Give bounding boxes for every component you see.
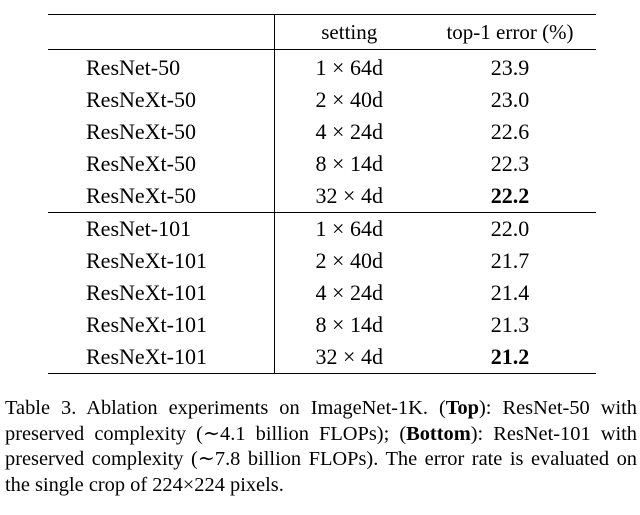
cell-error: 21.3 <box>490 312 530 337</box>
cell-model: ResNet-101 <box>48 212 275 245</box>
header-row: setting top-1 error (%) <box>48 14 596 50</box>
cell-setting: 8 × 14d <box>315 312 383 337</box>
caption-top-label: Top <box>445 397 480 419</box>
cell-error: 22.3 <box>490 151 530 176</box>
cell-setting: 32 × 4d <box>315 183 383 208</box>
cell-setting: 1 × 64d <box>274 212 424 245</box>
table-group-top: ResNet-50 1 × 64d 23.9 ResNeXt-50 2 × 40… <box>48 49 596 213</box>
table-header: setting top-1 error (%) <box>48 14 596 50</box>
table-row: ResNet-50 1 × 64d 23.9 <box>48 49 596 84</box>
table-row: ResNeXt-50 4 × 24d 22.6 <box>48 116 596 148</box>
cell-model: ResNeXt-50 <box>48 148 275 180</box>
cell-error: 21.7 <box>490 248 530 273</box>
cell-model: ResNet-50 <box>48 49 275 84</box>
table-row: ResNeXt-101 2 × 40d 21.7 <box>48 245 596 277</box>
cell-error: 22.0 <box>424 212 596 245</box>
cell-model: ResNeXt-50 <box>48 180 275 213</box>
table-row: ResNeXt-50 32 × 4d 22.2 <box>48 180 596 213</box>
cell-model: ResNeXt-101 <box>48 341 275 374</box>
table-row: ResNeXt-101 4 × 24d 21.4 <box>48 277 596 309</box>
cell-setting: 32 × 4d <box>274 341 424 374</box>
cell-setting: 1 × 64d <box>315 55 383 80</box>
cell-setting: 4 × 24d <box>315 280 383 305</box>
caption-text: ): ResNet-50 with preserved complexity (… <box>5 397 637 445</box>
cell-setting: 2 × 40d <box>315 248 383 273</box>
cell-setting: 2 × 40d <box>315 87 383 112</box>
cell-setting: 4 × 24d <box>315 119 383 144</box>
cell-model: ResNeXt-101 <box>48 245 275 277</box>
cell-setting: 8 × 14d <box>315 151 383 176</box>
cell-model: ResNeXt-50 <box>48 116 275 148</box>
table-row: ResNet-101 1 × 64d 22.0 <box>48 212 596 245</box>
header-model <box>48 14 275 50</box>
table-row: ResNeXt-101 32 × 4d 21.2 <box>48 341 596 374</box>
cell-error-best: 21.2 <box>424 341 596 374</box>
cell-error: 23.0 <box>490 87 530 112</box>
ablation-table: setting top-1 error (%) ResNet-50 1 × 64… <box>48 14 596 374</box>
table-row: ResNeXt-101 8 × 14d 21.3 <box>48 309 596 341</box>
table-group-bottom: ResNet-101 1 × 64d 22.0 ResNeXt-101 2 × … <box>48 212 596 374</box>
cell-model: ResNeXt-101 <box>48 309 275 341</box>
header-setting: setting <box>321 20 378 44</box>
cell-model: ResNeXt-50 <box>48 84 275 116</box>
caption-text: Table 3. Ablation experiments on ImageNe… <box>5 397 446 419</box>
cell-error: 23.9 <box>490 55 530 80</box>
cell-model: ResNeXt-101 <box>48 277 275 309</box>
cell-error-best: 22.2 <box>490 183 530 208</box>
table-caption: Table 3. Ablation experiments on ImageNe… <box>5 396 637 498</box>
cell-error: 21.4 <box>490 280 530 305</box>
caption-bottom-label: Bottom <box>406 422 471 445</box>
table-row: ResNeXt-50 8 × 14d 22.3 <box>48 148 596 180</box>
table-row: ResNeXt-50 2 × 40d 23.0 <box>48 84 596 116</box>
header-top1-error: top-1 error (%) <box>446 20 574 44</box>
caption-text: ): ResNet-101 with preserved complexity … <box>5 422 637 496</box>
cell-error: 22.6 <box>490 119 530 144</box>
